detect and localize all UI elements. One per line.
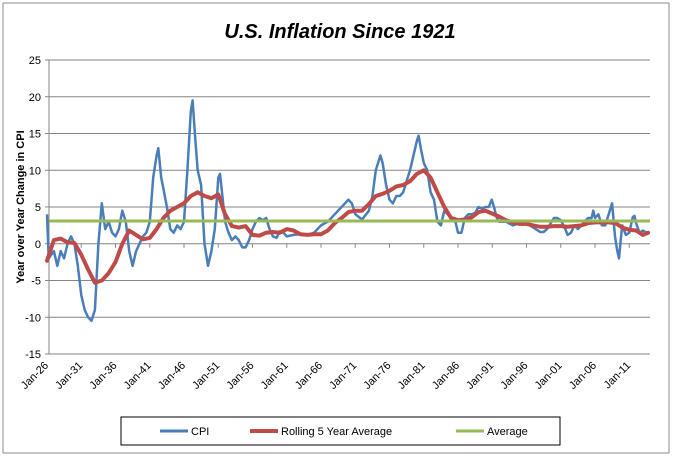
gridlines	[49, 59, 650, 355]
legend-label: Average	[487, 426, 528, 438]
legend-box	[120, 416, 561, 446]
series-lines	[45, 99, 651, 323]
y-tick-label: -5	[31, 276, 41, 288]
y-tick-label: 20	[29, 92, 41, 104]
legend-label: CPI	[191, 426, 209, 438]
y-axis-title: Year over Year Change in CPI	[15, 130, 27, 283]
y-tick-label: 15	[29, 129, 41, 141]
y-tick-label: 10	[29, 165, 41, 177]
legend: CPI Rolling 5 Year Average Average	[120, 416, 561, 446]
chart-title: U.S. Inflation Since 1921	[224, 21, 455, 43]
y-axis-ticks: 25 20 15 10 5 0 -5 -10 -15	[25, 55, 50, 361]
y-tick-label: 0	[35, 239, 41, 251]
rolling-average-line	[45, 168, 651, 285]
legend-label: Rolling 5 Year Average	[281, 426, 392, 438]
y-tick-label: 25	[29, 55, 41, 67]
y-tick-label: -15	[25, 349, 41, 361]
y-tick-label: 5	[35, 202, 41, 214]
y-tick-label: -10	[25, 312, 41, 324]
